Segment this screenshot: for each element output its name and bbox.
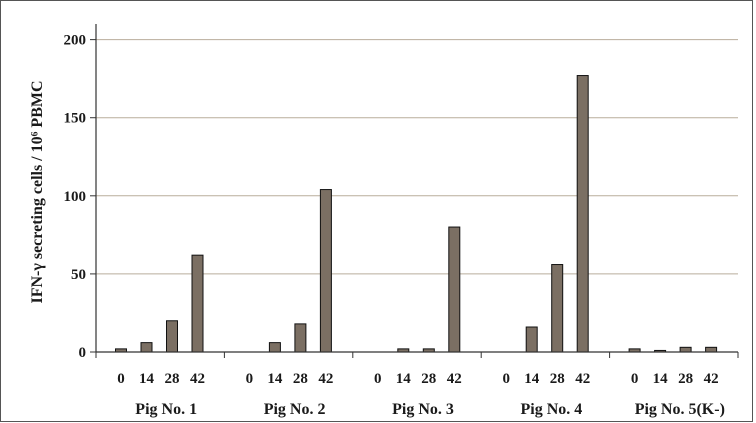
y-tick-label: 50 [71,267,86,283]
x-tick-label: 0 [246,371,254,387]
x-tick-label: 42 [447,371,462,387]
group-label: Pig No. 2 [264,401,326,418]
y-tick-label: 150 [64,111,87,127]
y-axis: 0 50 100 150 200 [64,24,97,361]
bar [576,75,589,353]
bar [319,189,332,353]
x-tick-label: 0 [374,371,382,387]
bar [525,326,538,353]
group-label: Pig No. 5(K-) [635,401,725,418]
bar [679,346,692,353]
x-tick-label: 14 [524,371,540,387]
bar [448,226,461,353]
x-tick-label: 14 [396,371,412,387]
x-tick-label: 28 [421,371,436,387]
bar [268,342,281,353]
x-tick-label: 0 [502,371,510,387]
x-tick-label: 28 [678,371,693,387]
x-tick-label: 28 [550,371,565,387]
x-tick-label: 14 [653,371,669,387]
bar [140,342,153,353]
y-axis-label: IFN-γ secreting cells / 10⁶ PBMC [29,80,46,303]
x-tick-label: 28 [293,371,308,387]
y-tick-label: 0 [79,345,87,361]
x-tick-label: 42 [704,371,719,387]
x-tick-label: 42 [190,371,205,387]
x-tick-label: 42 [575,371,590,387]
bar [705,346,718,353]
group-label: Pig No. 1 [135,401,197,418]
x-tick-label: 0 [117,371,125,387]
x-tick-label: 0 [631,371,639,387]
x-tick-label: 28 [165,371,180,387]
y-tick-label: 200 [64,33,87,49]
bar [191,254,204,353]
gridlines [96,39,738,275]
x-tick-label: 14 [139,371,155,387]
bars [115,75,718,353]
y-tick-label: 100 [64,189,87,205]
x-tick-label: 42 [318,371,333,387]
bar [551,264,564,353]
group-label: Pig No. 3 [392,401,454,418]
x-tick-label: 14 [267,371,283,387]
bar [166,320,178,353]
group-label: Pig No. 4 [521,401,583,418]
x-axis: 0 14 28 42 Pig No. 1 0 14 28 42 Pig No. 2 0 14 28 42 P… [95,351,739,418]
bar [294,323,307,353]
